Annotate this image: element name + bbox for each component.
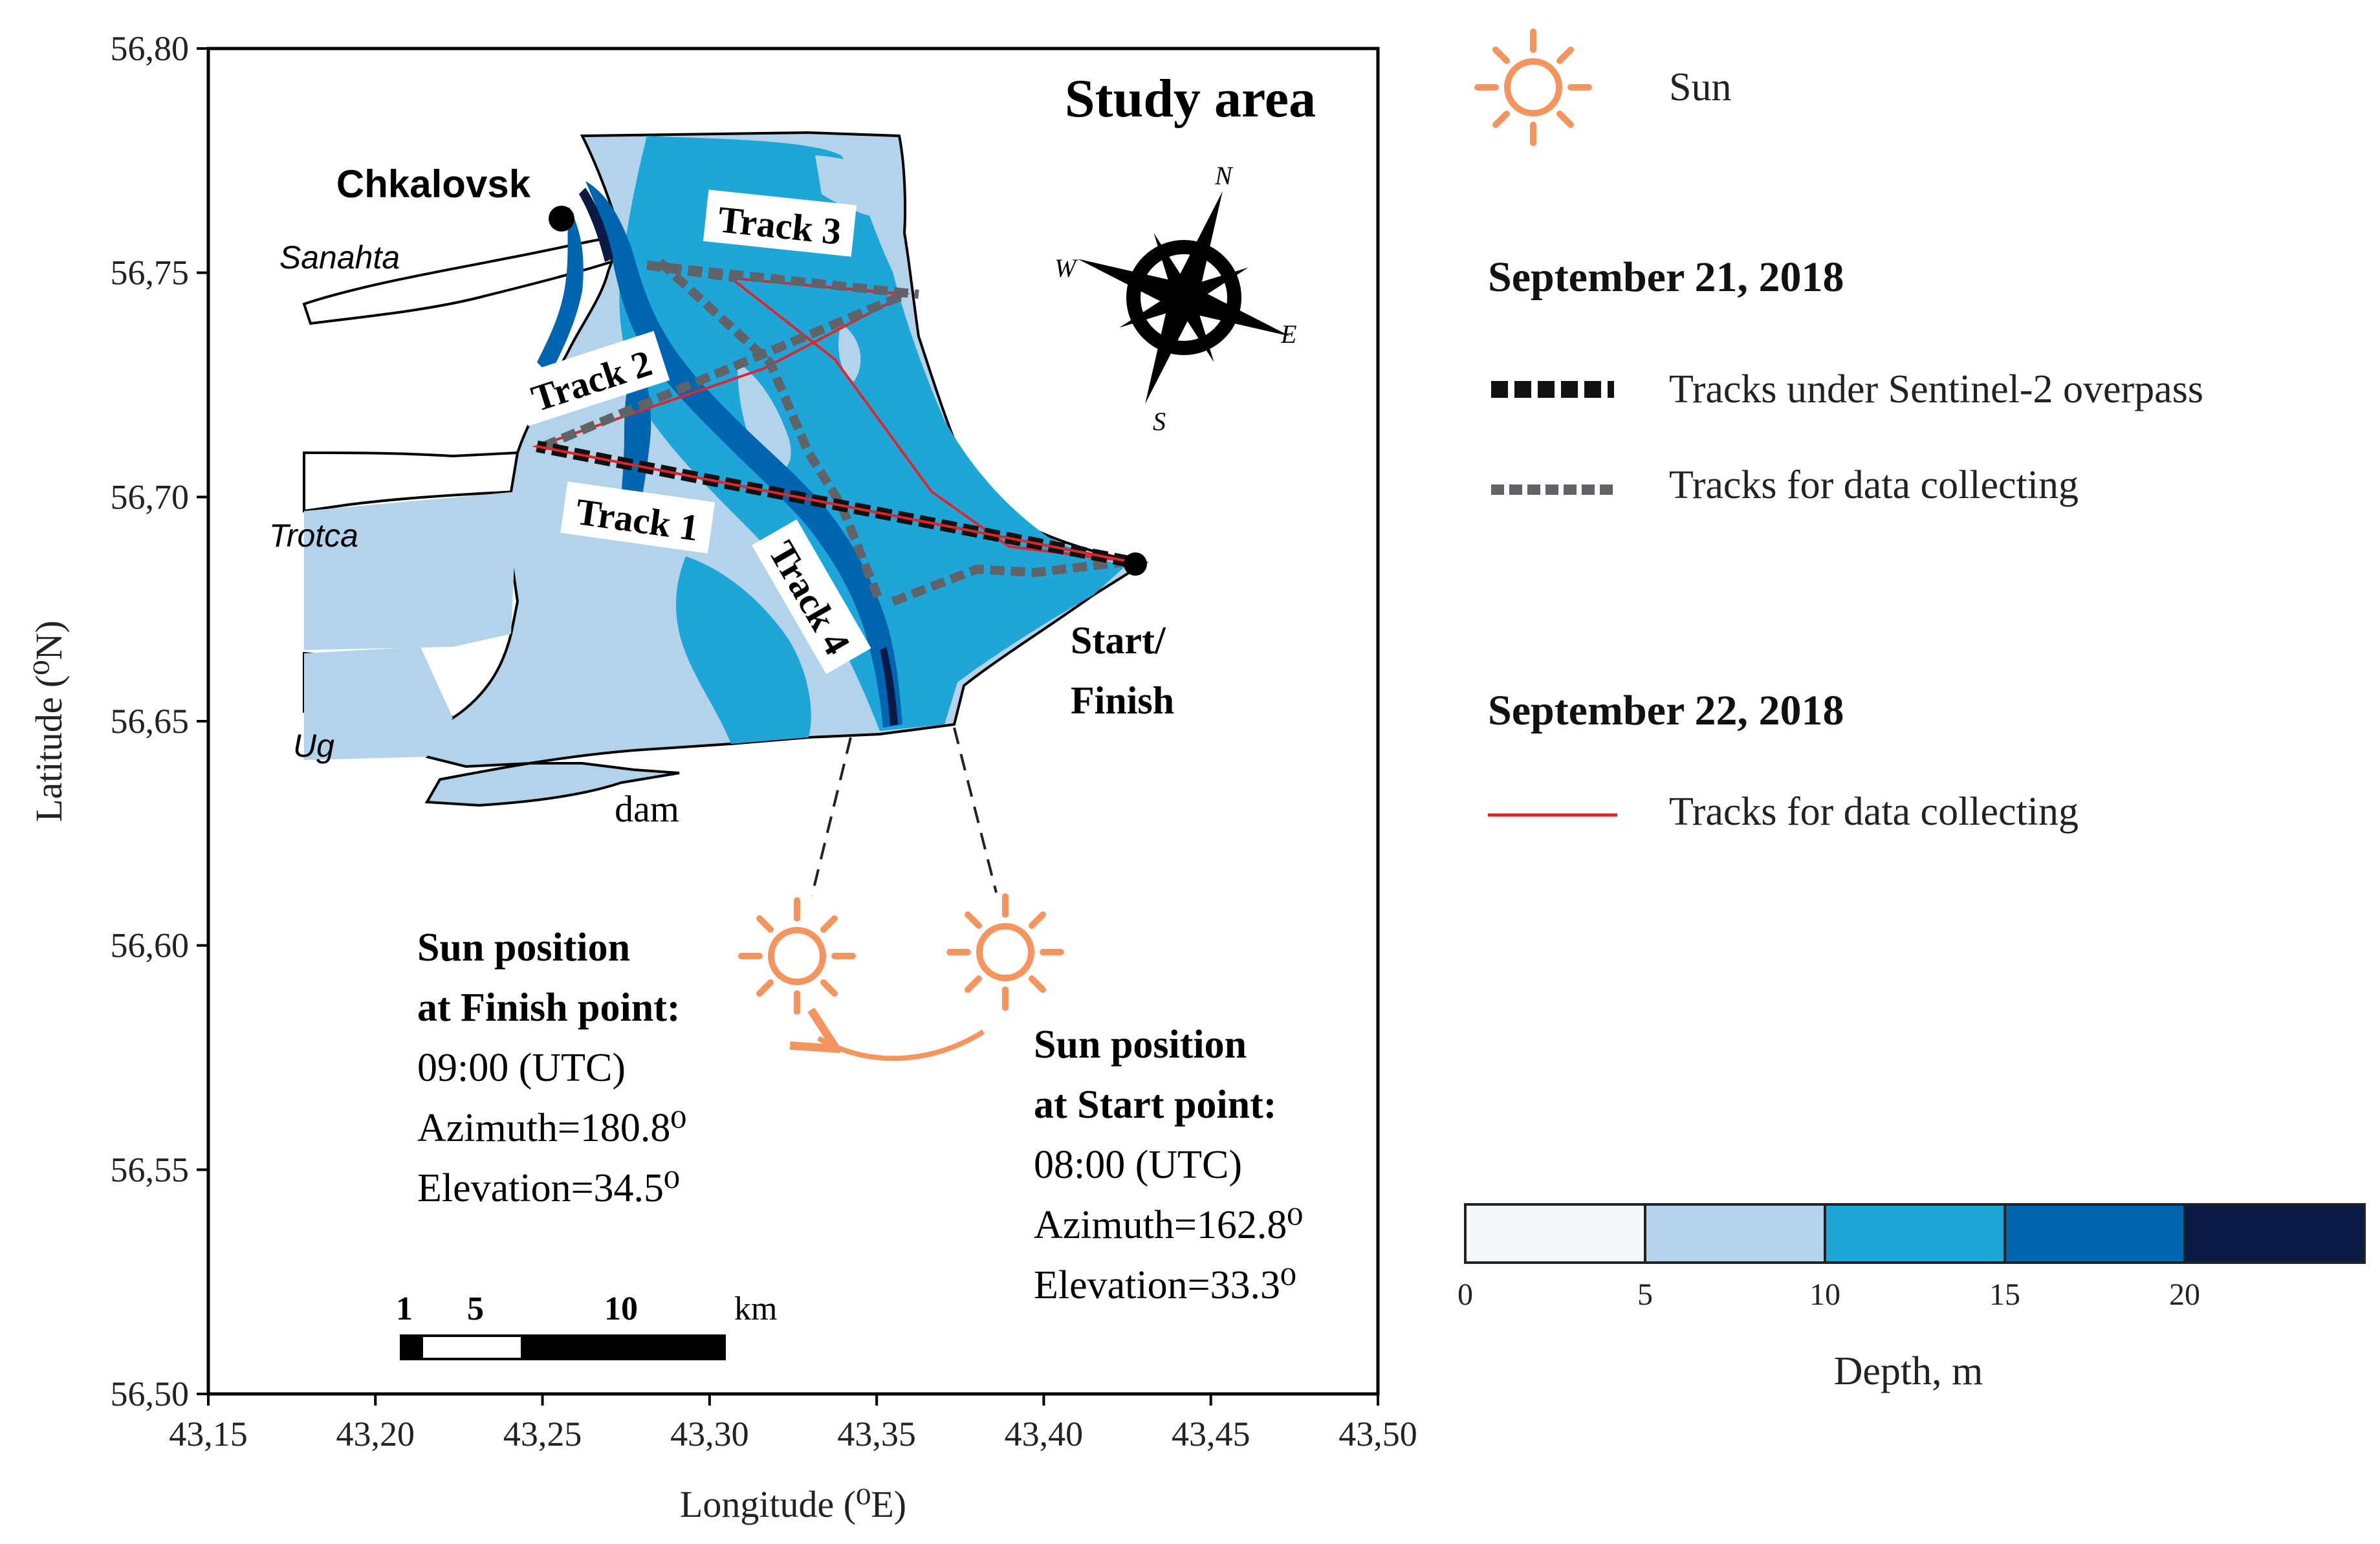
sun-start-annotation: Sun position at Start point: 08:00 (UTC)…	[1034, 1023, 1303, 1307]
finish-heading-2: at Finish point:	[417, 986, 681, 1030]
sun-icon-start	[946, 893, 1064, 1011]
colorbar-tick-label: 10	[1809, 1278, 1840, 1312]
compass-s: S	[1153, 407, 1166, 436]
y-tick-label: 56,75	[111, 254, 190, 292]
x-tick-label: 43,40	[1005, 1415, 1084, 1453]
finish-heading-1: Sun position	[417, 926, 630, 970]
colorbar-tick-label: 0	[1457, 1278, 1473, 1312]
x-tick-label: 43,30	[670, 1415, 749, 1453]
x-tick-label: 43,45	[1172, 1415, 1250, 1453]
x-tick-label: 43,15	[169, 1415, 248, 1453]
legend-date-2: September 22, 2018	[1488, 687, 1844, 734]
finish-azimuth: Azimuth=180.8⁰	[417, 1106, 686, 1150]
start-heading-1: Sun position	[1034, 1023, 1247, 1067]
finish-elevation: Elevation=34.5⁰	[417, 1166, 680, 1210]
y-tick-label: 56,55	[111, 1150, 190, 1189]
place-sanahta: Sanahta	[279, 239, 400, 276]
depth-colorbar: 0 5 10 15 20	[1457, 1203, 2366, 1312]
track-label-1: Track 1	[560, 481, 715, 554]
legend: Sun September 21, 2018 Tracks under Sent…	[1474, 28, 2203, 834]
colorbar-segment	[2183, 1203, 2366, 1264]
x-axis-title: Longitude (⁰E)	[680, 1483, 906, 1525]
legend-date-1: September 21, 2018	[1488, 254, 1844, 301]
scale-1: 1	[396, 1290, 413, 1327]
finish-time: 09:00 (UTC)	[417, 1046, 626, 1090]
map-title: Study area	[1065, 69, 1316, 129]
sun-movement-arrow	[818, 1032, 985, 1061]
gray-tracks	[541, 258, 1130, 606]
colorbar-segment	[1644, 1203, 1826, 1264]
scale-bar: 1 5 10 km	[396, 1290, 777, 1360]
place-chkalovsk: Chkalovsk	[336, 162, 531, 206]
chkalovsk-marker	[549, 206, 574, 232]
colorbar-title: Depth, m	[1834, 1349, 1983, 1393]
start-label-1: Start/	[1071, 619, 1166, 662]
compass-w: W	[1054, 254, 1078, 283]
y-tick-label: 56,65	[111, 702, 190, 741]
legend-gray-label: Tracks for data collecting	[1669, 463, 2079, 507]
start-label-2: Finish	[1071, 679, 1174, 722]
scale-5: 5	[467, 1290, 484, 1327]
start-azimuth: Azimuth=162.8⁰	[1034, 1203, 1303, 1247]
colorbar-segment	[2003, 1203, 2186, 1264]
start-time: 08:00 (UTC)	[1034, 1143, 1242, 1187]
y-tick-label: 56,80	[111, 29, 190, 68]
y-tick-label: 56,50	[111, 1375, 190, 1413]
sun-finish-annotation: Sun position at Finish point: 09:00 (UTC…	[417, 926, 686, 1210]
y-axis: 56,80 56,75 56,70 56,65 56,60 56,55 56,50	[111, 29, 208, 1413]
sun-guide-lines	[811, 727, 998, 897]
sun-icon-finish	[738, 897, 856, 1015]
scale-unit: km	[734, 1290, 777, 1327]
x-tick-label: 43,20	[336, 1415, 415, 1453]
place-trotca: Trotca	[269, 517, 358, 554]
legend-red-label: Tracks for data collecting	[1669, 790, 2079, 834]
y-axis-title: Latitude (⁰N)	[28, 620, 70, 822]
legend-sentinel-label: Tracks under Sentinel-2 overpass	[1669, 367, 2203, 411]
place-dam: dam	[615, 788, 679, 830]
red-overlay	[536, 445, 1130, 563]
colorbar-tick-label: 20	[2169, 1278, 2200, 1312]
compass-n: N	[1214, 161, 1234, 190]
compass-rose: N S E W	[1054, 161, 1296, 436]
reservoir	[302, 131, 1149, 807]
start-elevation: Elevation=33.3⁰	[1034, 1263, 1296, 1307]
legend-sun-label: Sun	[1669, 65, 1731, 109]
y-tick-label: 56,60	[111, 926, 190, 965]
x-tick-label: 43,35	[837, 1415, 916, 1453]
start-finish-marker	[1124, 552, 1147, 576]
track-label-3: Track 3	[703, 190, 857, 257]
scale-10: 10	[604, 1290, 638, 1327]
colorbar-segment	[1464, 1203, 1646, 1264]
x-tick-label: 43,50	[1338, 1415, 1417, 1453]
compass-e: E	[1280, 320, 1296, 349]
map-panel: Track 1 Track 2 Track 3 Track 4 Study ar…	[206, 47, 1380, 1396]
colorbar-tick-label: 5	[1637, 1278, 1653, 1312]
colorbar-segment	[1824, 1203, 2006, 1264]
y-tick-label: 56,70	[111, 477, 190, 516]
x-axis: 43,15 43,20 43,25 43,30 43,35 43,40 43,45 43,50	[169, 1394, 1417, 1453]
colorbar-tick-label: 15	[1989, 1278, 2020, 1312]
legend-sun-icon	[1474, 28, 1592, 146]
x-tick-label: 43,25	[503, 1415, 582, 1453]
place-ug: Ug	[293, 728, 334, 764]
start-heading-2: at Start point:	[1034, 1083, 1276, 1127]
